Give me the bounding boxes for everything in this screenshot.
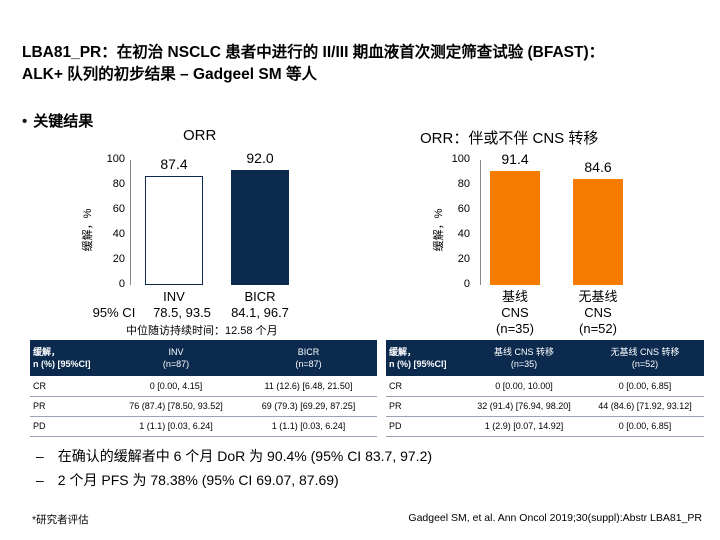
ci-inv: 78.5, 93.5 <box>153 305 211 320</box>
ytick-label: 40 <box>112 228 125 240</box>
ytick-label: 100 <box>451 153 470 165</box>
ytick-label: 0 <box>463 278 470 290</box>
ci-bicr: 84.1, 96.7 <box>231 305 289 320</box>
note-text: 在确认的缓解者中 6 个月 DoR 为 90.4% (95% CI 83.7, … <box>57 448 433 464</box>
note-dor: – 在确认的缓解者中 6 个月 DoR 为 90.4% (95% CI 83.7,… <box>36 446 432 466</box>
category-bicr: BICR <box>244 289 276 304</box>
category-no-baseline-cns: 无基线 CNS (n=52) <box>563 289 633 337</box>
ytick-label: 100 <box>106 153 125 165</box>
ytick-label: 60 <box>457 203 470 215</box>
ytick-label: 80 <box>457 178 470 190</box>
note-pfs: –2 个月 PFS 为 78.38% (95% CI 69.07, 87.69) <box>36 470 339 490</box>
cat-line: CNS <box>501 305 529 320</box>
row-label: PD <box>386 416 462 437</box>
table-cell: 0 [0.00, 10.00] <box>462 376 586 397</box>
cat-line: (n=35) <box>496 321 534 336</box>
value-label-bicr: 92.0 <box>246 150 274 166</box>
title-line-2: ALK+ 队列的初步结果 – Gadgeel SM 等人 <box>22 66 317 83</box>
right-chart-title: ORR：伴或不伴 CNS 转移 <box>420 130 599 147</box>
value-label-no-baseline-cns: 84.6 <box>584 159 612 176</box>
header-cell: 缓解， n (%) [95%CI] <box>386 340 462 376</box>
category-baseline-cns: 基线 CNS (n=35) <box>480 289 550 337</box>
table-row: CR 0 [0.00, 4.15] 11 (12.6) [6.48, 21.50… <box>30 376 377 397</box>
table-cell: 0 [0.00, 4.15] <box>112 376 240 397</box>
bar-no-baseline-cns <box>573 179 623 285</box>
table-cell: 44 (84.6) [71.92, 93.12] <box>586 396 704 417</box>
ytick-label: 20 <box>112 253 125 265</box>
cat-line: 基线 <box>501 289 528 304</box>
table-cns: 缓解， n (%) [95%CI] 基线 CNS 转移 (n=35) 无基线 C… <box>386 340 704 437</box>
table-cell: 69 (79.3) [69.29, 87.25] <box>240 396 377 417</box>
key-results-bullet: • 关键结果 <box>22 110 93 131</box>
header-cell: INV (n=87) <box>112 340 240 376</box>
table-inv-bicr: 缓解， n (%) [95%CI] INV (n=87) BICR (n=87)… <box>30 340 377 437</box>
bar-baseline-cns <box>490 170 540 285</box>
ci-prefix: 95% CI <box>92 305 136 320</box>
table-header: 缓解， n (%) [95%CI] 基线 CNS 转移 (n=35) 无基线 C… <box>386 340 704 376</box>
row-label: PR <box>386 396 462 417</box>
table-cell: 0 [0.00, 6.85] <box>586 376 704 397</box>
right-chart-axis <box>480 160 481 285</box>
table-row: PR 76 (87.4) [78.50, 93.52] 69 (79.3) [6… <box>30 396 377 417</box>
median-followup: 中位随访持续时间：12.58 个月 <box>126 325 278 337</box>
header-cell: 缓解， n (%) [95%CI] <box>30 340 112 376</box>
bar-inv <box>145 175 203 285</box>
footer-note: *研究者评估 <box>32 514 89 526</box>
category-inv: INV <box>163 289 185 304</box>
cat-line: 无基线 <box>578 289 618 304</box>
slide-title: LBA81_PR：在初治 NSCLC 患者中进行的 II/III 期血液首次测定… <box>22 42 712 86</box>
left-chart-title: ORR <box>183 127 217 144</box>
table-header: 缓解， n (%) [95%CI] INV (n=87) BICR (n=87) <box>30 340 377 376</box>
value-label-baseline-cns: 91.4 <box>501 150 529 167</box>
row-label: PR <box>30 396 112 417</box>
cat-line: CNS <box>584 305 612 320</box>
table-cell: 1 (1.1) [0.03, 6.24] <box>240 416 377 437</box>
dash: – <box>36 472 44 488</box>
table-row: PD 1 (2.9) [0.07, 14.92] 0 [0.00, 6.85] <box>386 416 704 437</box>
table-cell: 1 (1.1) [0.03, 6.24] <box>112 416 240 437</box>
table-cell: 76 (87.4) [78.50, 93.52] <box>112 396 240 417</box>
ytick-label: 60 <box>112 203 125 215</box>
row-label: CR <box>30 376 112 397</box>
note-text: 2 个月 PFS 为 78.38% (95% CI 69.07, 87.69) <box>57 472 339 488</box>
ytick-label: 0 <box>118 278 125 290</box>
header-cell: BICR (n=87) <box>240 340 377 376</box>
header-cell: 无基线 CNS 转移 (n=52) <box>586 340 704 376</box>
table-row: PR 32 (91.4) [76.94, 98.20] 44 (84.6) [7… <box>386 396 704 417</box>
left-chart-axis <box>130 160 131 285</box>
bar-bicr <box>231 170 289 285</box>
table-cell: 1 (2.9) [0.07, 14.92] <box>462 416 586 437</box>
cat-line: (n=52) <box>579 321 617 336</box>
footer-citation: Gadgeel SM, et al. Ann Oncol 2019;30(sup… <box>408 512 702 524</box>
ytick-label: 20 <box>457 253 470 265</box>
row-label: CR <box>386 376 462 397</box>
table-cell: 11 (12.6) [6.48, 21.50] <box>240 376 377 397</box>
table-row: CR 0 [0.00, 10.00] 0 [0.00, 6.85] <box>386 376 704 397</box>
table-cell: 32 (91.4) [76.94, 98.20] <box>462 396 586 417</box>
bullet-marker: • <box>22 113 28 130</box>
dash: – <box>36 448 44 464</box>
title-line-1: LBA81_PR：在初治 NSCLC 患者中进行的 II/III 期血液首次测定… <box>22 44 605 61</box>
table-row: PD 1 (1.1) [0.03, 6.24] 1 (1.1) [0.03, 6… <box>30 416 377 437</box>
table-cell: 0 [0.00, 6.85] <box>586 416 704 437</box>
value-label-inv: 87.4 <box>160 155 188 172</box>
ytick-label: 80 <box>112 178 125 190</box>
ytick-label: 40 <box>457 228 470 240</box>
left-chart-ylabel: 缓解，% <box>82 208 94 252</box>
row-label: PD <box>30 416 112 437</box>
header-cell: 基线 CNS 转移 (n=35) <box>462 340 586 376</box>
bullet-text: 关键结果 <box>33 113 94 130</box>
